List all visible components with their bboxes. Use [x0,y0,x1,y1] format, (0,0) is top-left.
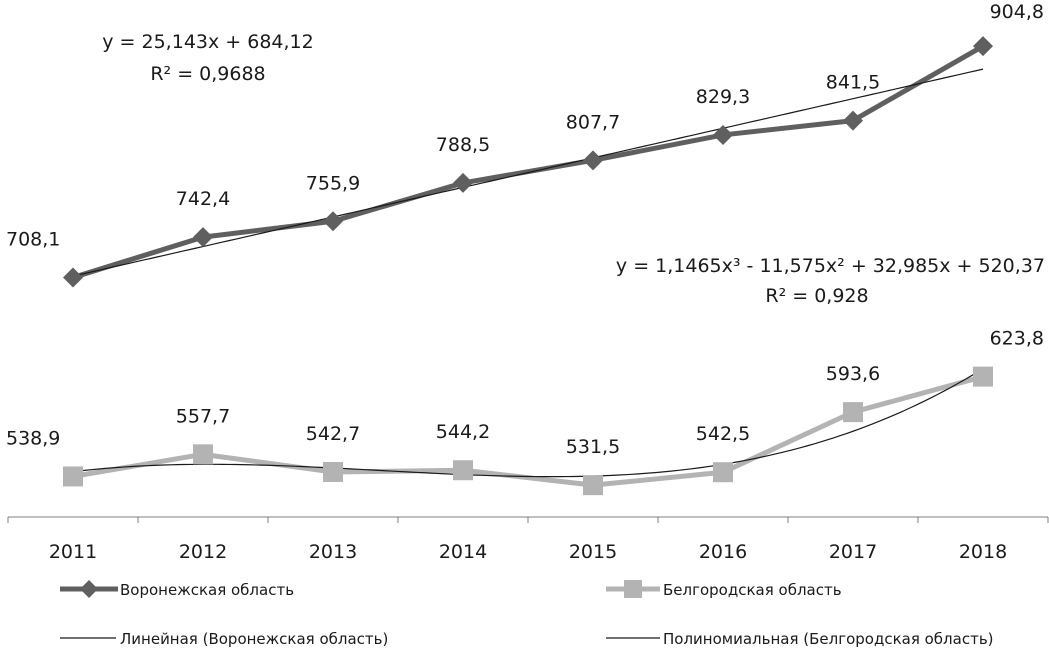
data-point-belgorod [713,462,733,483]
data-label-belgorod: 623,8 [990,328,1044,350]
data-label-belgorod: 593,6 [826,363,880,385]
legend-diamond-marker [80,580,98,598]
x-tick-label: 2016 [699,541,747,563]
legend-item-linear-trend: Линейная (Воронежская область) [60,630,388,648]
data-label-voronezh: 755,9 [306,172,360,194]
data-point-voronezh [323,211,343,232]
linear-trendline-equation: y = 25,143x + 684,12 [102,31,313,53]
data-label-voronezh: 841,5 [826,72,880,94]
data-point-voronezh [583,150,603,171]
data-point-belgorod [63,466,83,487]
data-label-voronezh: 708,1 [6,228,60,250]
data-point-voronezh [453,172,473,193]
legend-square-marker [624,580,642,598]
data-point-voronezh [63,267,83,288]
legend-item-voronezh: Воронежская область [60,580,294,599]
data-label-belgorod: 544,2 [436,421,490,443]
data-label-belgorod: 542,5 [696,423,750,445]
x-tick-label: 2017 [829,541,877,563]
x-tick-label: 2012 [179,541,227,563]
legend-item-belgorod: Белгородская область [606,580,842,599]
data-point-voronezh [193,227,213,248]
data-point-belgorod [843,402,863,423]
series-line-voronezh [70,43,986,280]
linear-trendline [72,68,984,277]
legend-label-belgorod: Белгородская область [663,581,842,599]
data-point-voronezh [843,110,863,131]
legend-item-polynomial-trend: Полиномиальная (Белгородская область) [606,630,994,648]
data-label-belgorod: 531,5 [566,436,620,458]
data-label-voronezh: 742,4 [176,188,230,210]
x-axis: 2011 2012 2013 2014 2015 2016 2017 2018 [7,516,1049,563]
polynomial-trendline-r2: R² = 0,928 [765,285,868,307]
polynomial-trendline-equation: y = 1,1465x³ - 11,575x² + 32,985x + 520,… [616,255,1045,277]
data-label-voronezh: 904,8 [990,1,1044,23]
data-point-voronezh [713,124,733,145]
data-label-belgorod: 538,9 [6,427,60,449]
linear-trendline-r2: R² = 0,9688 [150,63,265,85]
data-point-belgorod [193,444,213,465]
legend: Воронежская область Белгородская область… [60,580,994,648]
data-label-belgorod: 542,7 [306,423,360,445]
data-label-voronezh: 807,7 [566,111,620,133]
data-label-voronezh: 829,3 [696,86,750,108]
data-label-voronezh: 788,5 [436,134,490,156]
data-point-belgorod [583,475,603,496]
x-tick-label: 2013 [309,541,357,563]
plot-area: 708,1 742,4 755,9 788,5 807,7 829,3 841,5 904,8… [6,1,1044,496]
polynomial-trendline [72,368,984,478]
data-point-belgorod [973,366,993,387]
data-point-belgorod [323,461,343,482]
x-tick-label: 2015 [569,541,617,563]
data-point-voronezh [973,36,993,57]
data-point-belgorod [453,460,473,481]
x-tick-label: 2014 [439,541,487,563]
data-label-belgorod: 557,7 [176,405,230,427]
legend-label-voronezh: Воронежская область [120,581,294,599]
x-tick-label: 2018 [959,541,1007,563]
legend-label-linear-trend: Линейная (Воронежская область) [120,630,388,648]
series-line-belgorod [70,374,986,488]
x-tick-label: 2011 [49,541,97,563]
legend-label-polynomial-trend: Полиномиальная (Белгородская область) [663,630,994,648]
